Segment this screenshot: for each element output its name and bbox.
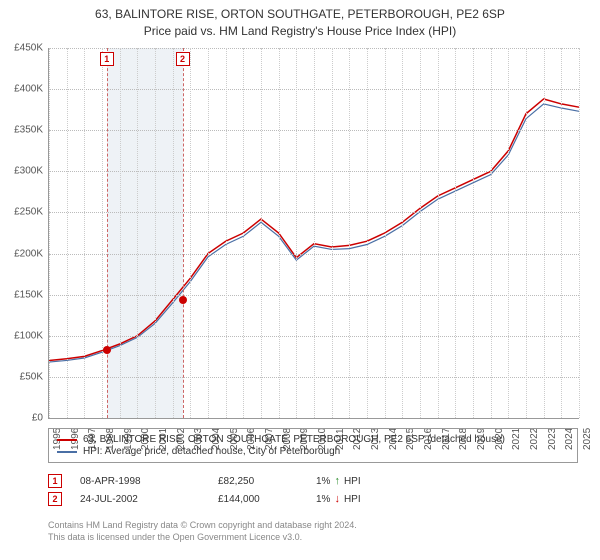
gridline-v (279, 48, 280, 418)
sale-row: 1 08-APR-1998 £82,250 1% ↑ HPI (48, 474, 578, 488)
y-axis-label: £0 (0, 413, 43, 424)
gridline-v (296, 48, 297, 418)
sale-row: 2 24-JUL-2002 £144,000 1% ↓ HPI (48, 492, 578, 506)
gridline-v (137, 48, 138, 418)
marker-line (183, 48, 184, 418)
y-axis-label: £100K (0, 330, 43, 341)
gridline-v (561, 48, 562, 418)
gridline-v (173, 48, 174, 418)
gridline-v (544, 48, 545, 418)
y-axis-label: £50K (0, 371, 43, 382)
sale-vs: HPI (344, 494, 361, 505)
chart-container: 63, BALINTORE RISE, ORTON SOUTHGATE, PET… (0, 0, 600, 560)
gridline-v (579, 48, 580, 418)
y-axis-label: £250K (0, 207, 43, 218)
gridline-v (49, 48, 50, 418)
gridline-v (120, 48, 121, 418)
legend-row: 63, BALINTORE RISE, ORTON SOUTHGATE, PET… (57, 434, 569, 445)
sale-marker-2: 2 (48, 492, 62, 506)
marker-box-1: 1 (100, 52, 114, 66)
sale-vs: HPI (344, 476, 361, 487)
y-axis-label: £300K (0, 166, 43, 177)
title-line2: Price paid vs. HM Land Registry's House … (0, 23, 600, 40)
sale-marker-1: 1 (48, 474, 62, 488)
y-axis-label: £400K (0, 84, 43, 95)
sale-delta-pct: 1% (316, 476, 330, 487)
legend-swatch-hpi (57, 451, 77, 453)
gridline-v (261, 48, 262, 418)
arrow-up-icon: ↑ (334, 475, 340, 487)
legend-label: HPI: Average price, detached house, City… (83, 446, 340, 457)
sale-price: £82,250 (218, 476, 298, 487)
legend-label: 63, BALINTORE RISE, ORTON SOUTHGATE, PET… (83, 434, 505, 445)
gridline-v (226, 48, 227, 418)
sale-delta: 1% ↑ HPI (316, 475, 361, 487)
marker-dot (179, 296, 187, 304)
chart-area: £0£50K£100K£150K£200K£250K£300K£350K£400… (48, 48, 578, 418)
gridline-v (508, 48, 509, 418)
sale-delta-pct: 1% (316, 494, 330, 505)
gridline-v (332, 48, 333, 418)
title-block: 63, BALINTORE RISE, ORTON SOUTHGATE, PET… (0, 0, 600, 40)
gridline-v (491, 48, 492, 418)
title-line1: 63, BALINTORE RISE, ORTON SOUTHGATE, PET… (0, 6, 600, 23)
y-axis-label: £350K (0, 125, 43, 136)
gridline-v (243, 48, 244, 418)
x-axis-label: 2025 (582, 428, 593, 450)
legend: 63, BALINTORE RISE, ORTON SOUTHGATE, PET… (48, 428, 578, 463)
footnote: Contains HM Land Registry data © Crown c… (48, 520, 578, 543)
marker-dot (103, 346, 111, 354)
marker-box-2: 2 (176, 52, 190, 66)
sale-price: £144,000 (218, 494, 298, 505)
gridline-v (438, 48, 439, 418)
gridline-v (367, 48, 368, 418)
gridline-v (420, 48, 421, 418)
gridline-v (473, 48, 474, 418)
sale-delta: 1% ↓ HPI (316, 493, 361, 505)
gridline-v (84, 48, 85, 418)
plot: £0£50K£100K£150K£200K£250K£300K£350K£400… (48, 48, 579, 419)
gridline-v (349, 48, 350, 418)
y-axis-label: £150K (0, 289, 43, 300)
footnote-line2: This data is licensed under the Open Gov… (48, 532, 578, 544)
gridline-v (155, 48, 156, 418)
gridline-v (455, 48, 456, 418)
sales-block: 1 08-APR-1998 £82,250 1% ↑ HPI 2 24-JUL-… (48, 470, 578, 510)
arrow-down-icon: ↓ (334, 493, 340, 505)
gridline-v (190, 48, 191, 418)
legend-swatch-property (57, 439, 77, 441)
gridline-v (208, 48, 209, 418)
y-axis-label: £200K (0, 248, 43, 259)
gridline-v (314, 48, 315, 418)
footnote-line1: Contains HM Land Registry data © Crown c… (48, 520, 578, 532)
gridline-v (67, 48, 68, 418)
gridline-v (385, 48, 386, 418)
sale-date: 08-APR-1998 (80, 476, 200, 487)
gridline-v (402, 48, 403, 418)
sale-date: 24-JUL-2002 (80, 494, 200, 505)
gridline-v (102, 48, 103, 418)
legend-row: HPI: Average price, detached house, City… (57, 446, 569, 457)
y-axis-label: £450K (0, 43, 43, 54)
marker-line (107, 48, 108, 418)
gridline-v (526, 48, 527, 418)
